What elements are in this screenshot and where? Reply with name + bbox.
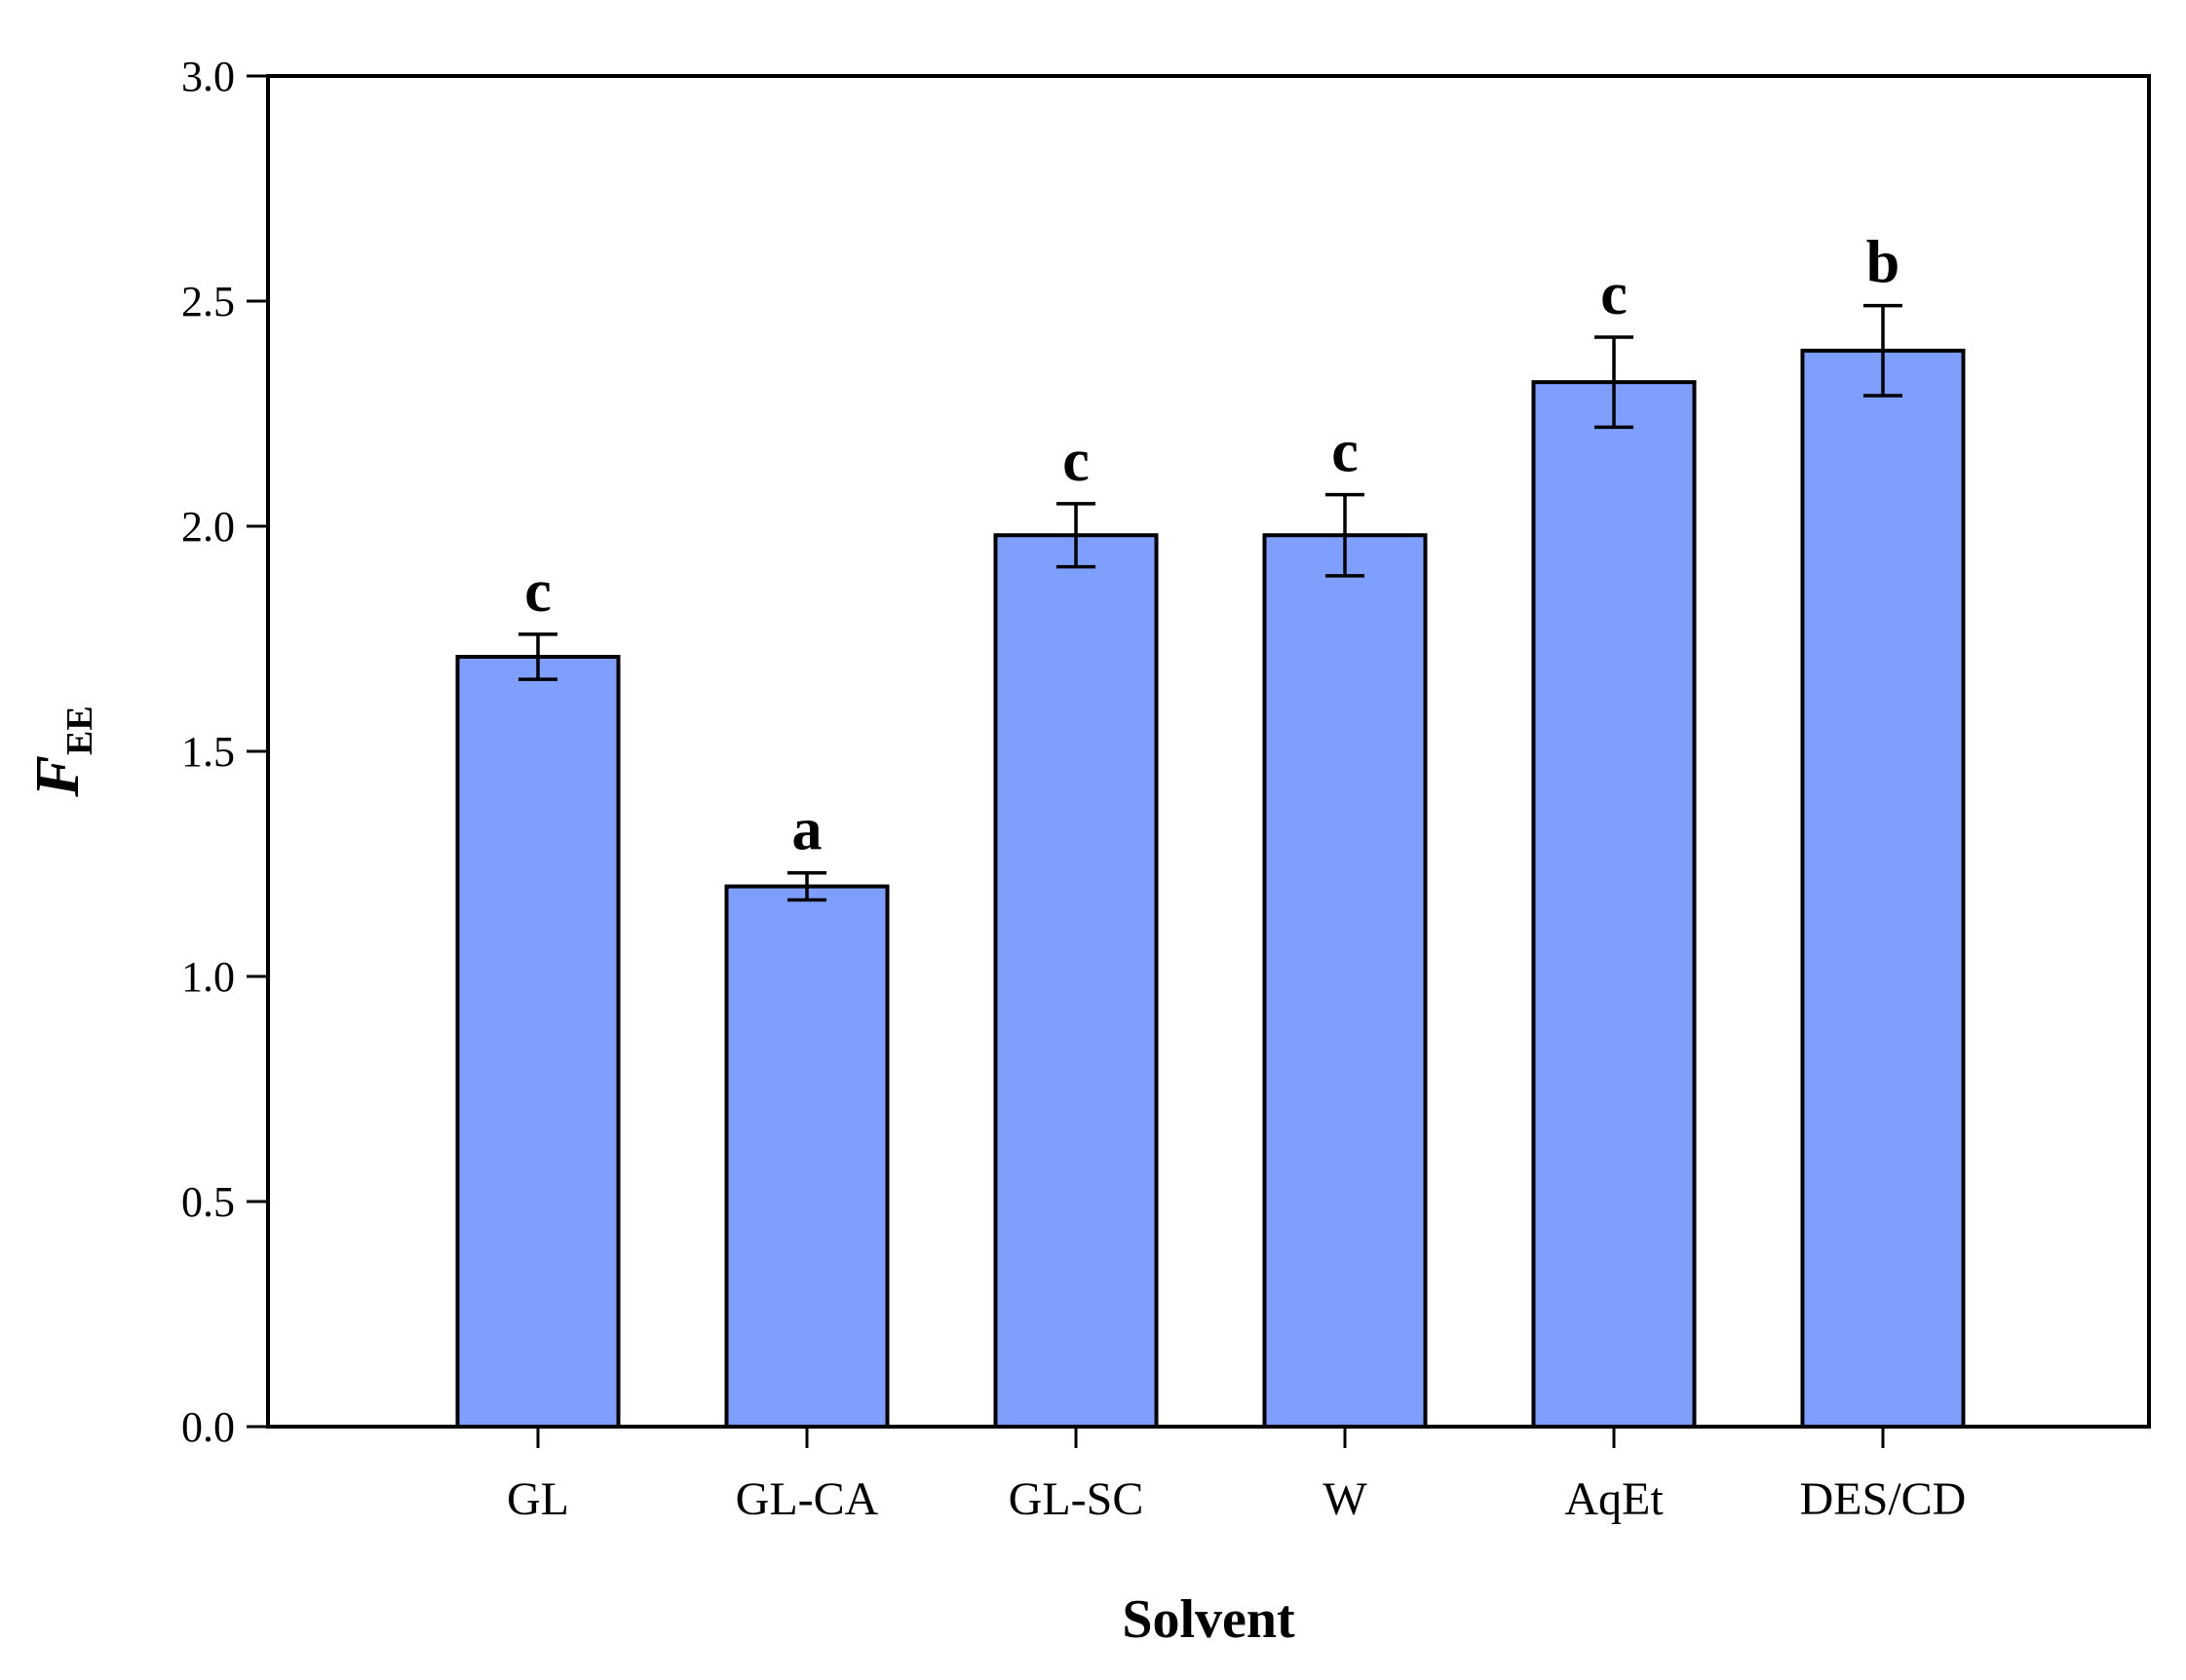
x-tick-label: GL [507, 1473, 569, 1525]
y-tick-label: 1.5 [181, 728, 235, 776]
y-tick-label: 3.0 [181, 53, 235, 100]
bar-aqet [1531, 380, 1697, 1429]
bar-des-cd [1800, 348, 1966, 1430]
chart-marks: c a c c c b [455, 230, 1966, 1430]
bar-gl-ca [724, 884, 890, 1429]
significance-label: a [792, 797, 823, 863]
y-tick-label: 2.0 [181, 503, 235, 551]
x-tick-label: W [1323, 1473, 1367, 1525]
significance-label: c [1331, 419, 1359, 485]
y-axis: 0.0 0.5 1.0 1.5 2.0 2.5 3.0 [181, 53, 268, 1451]
y-tick-label: 1.0 [181, 953, 235, 1001]
significance-label: c [524, 558, 552, 625]
x-axis-title: Solvent [1122, 1589, 1295, 1650]
y-tick-label: 2.5 [181, 278, 235, 325]
x-tick-label: GL-CA [736, 1473, 879, 1525]
significance-label: c [1062, 428, 1090, 494]
y-axis-title: FEE [22, 706, 100, 797]
significance-label: c [1600, 261, 1628, 327]
bar-gl-sc [993, 533, 1159, 1429]
x-tick-label: GL-SC [1009, 1473, 1144, 1525]
significance-label: b [1866, 230, 1899, 296]
bar-gl [455, 654, 621, 1429]
bar-w [1262, 533, 1428, 1429]
x-axis: GL GL-CA GL-SC W AqEt DES/CD [507, 1427, 1966, 1525]
x-tick-label: DES/CD [1800, 1473, 1967, 1525]
y-tick-label: 0.5 [181, 1178, 235, 1226]
y-axis-title-subscript: EE [59, 706, 100, 755]
y-axis-title-main: F [22, 755, 92, 798]
x-tick-label: AqEt [1564, 1473, 1664, 1525]
y-tick-label: 0.0 [181, 1403, 235, 1451]
